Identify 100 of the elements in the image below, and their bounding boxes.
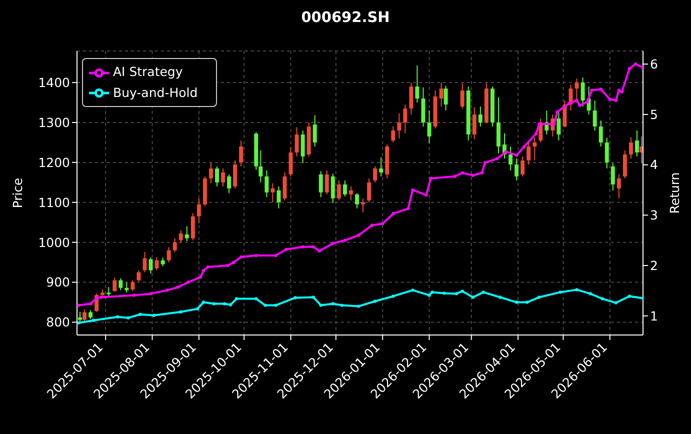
candlestick [496,96,500,154]
candlestick [427,110,432,144]
point [424,193,428,197]
point [356,304,360,308]
candlestick [154,256,159,271]
point [392,212,395,216]
point [212,302,216,306]
candlestick [354,192,359,209]
candlestick [318,170,323,198]
candlestick [367,178,372,203]
y-tick-label: 1300 [38,114,70,130]
candlestick [172,238,177,253]
candlestick [444,85,448,112]
candlestick [616,174,621,199]
y-tick-label: 1400 [38,74,70,90]
point [88,302,92,306]
candlestick [300,130,305,164]
candlestick [190,212,195,241]
candlestick [233,160,238,189]
point [471,296,474,299]
point [578,104,582,107]
candlestick [478,106,482,127]
y2-tick-label: 6 [650,56,658,72]
candlestick [348,186,353,201]
candlestick [342,180,347,197]
point [411,288,414,292]
candlestick [421,86,426,127]
point [149,292,152,296]
point [94,296,98,300]
candlestick [622,150,627,179]
point [319,304,322,307]
point [196,307,200,310]
candlestick [324,170,329,195]
candlestick [397,112,402,139]
candlestick [124,282,129,294]
y2-tick-label: 3 [650,208,658,223]
candlestick [136,270,141,282]
point [99,296,103,299]
candlestick [148,257,153,274]
point [558,290,562,294]
point [586,100,589,104]
point [453,174,456,178]
candlestick [514,158,519,181]
point [534,132,538,136]
candlestick [264,170,269,198]
point [284,248,288,251]
point [600,297,604,300]
point [380,222,384,226]
candlestick [270,182,275,203]
point [608,98,612,101]
candlestick [403,104,408,134]
y-tick-label: 1100 [38,194,70,210]
candlestick [592,100,597,131]
point [274,304,278,307]
point [522,145,526,148]
point [620,90,624,94]
point [274,254,278,258]
candlestick [628,136,633,159]
point [614,301,618,304]
point [514,154,518,157]
point [77,321,80,325]
candlestick [598,120,603,147]
point [226,264,230,268]
point [301,245,304,248]
point [356,234,360,237]
point [331,302,335,306]
y-tick-label: 1200 [38,154,70,170]
candlestick [82,308,87,322]
candlestick [409,82,414,116]
point [514,300,518,304]
candlestick [214,166,219,187]
candlestick [118,278,123,291]
candlestick [282,172,287,201]
y-axis-title: Price [10,177,24,208]
point [599,88,602,91]
candlestick [610,162,615,191]
point [228,303,232,306]
point [373,300,377,303]
candlestick [78,311,82,322]
point [568,102,571,105]
point [222,302,226,306]
point [430,290,434,294]
point [392,294,395,298]
point [495,157,499,160]
point [406,207,410,210]
point [126,316,130,320]
point [138,312,142,316]
candlestick [294,126,299,157]
point [340,304,344,307]
candlestick [130,280,135,292]
candlestick [379,156,384,177]
point [370,224,374,227]
candlestick [460,82,464,110]
point [198,275,202,279]
point [429,176,432,180]
point [234,297,238,300]
candlestick [196,198,201,224]
line-series [77,288,643,325]
point [498,296,502,299]
point [166,288,169,292]
